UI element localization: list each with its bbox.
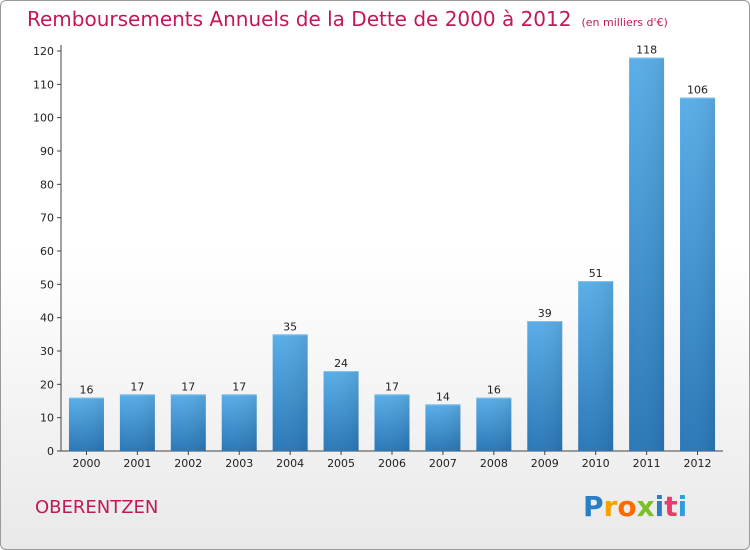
y-tick-label: 90 xyxy=(40,145,54,158)
y-tick-label: 70 xyxy=(40,212,54,225)
x-tick-label: 2003 xyxy=(225,457,253,470)
y-tick-label: 80 xyxy=(40,178,54,191)
x-tick-label: 2002 xyxy=(174,457,202,470)
proxiti-logo: Proxiti xyxy=(583,490,687,523)
y-tick-label: 20 xyxy=(40,378,54,391)
chart-unit: (en milliers d'€) xyxy=(581,16,668,29)
bar-shade xyxy=(221,394,257,451)
data-label: 35 xyxy=(283,320,297,333)
x-tick-label: 2007 xyxy=(429,457,457,470)
bar-shade xyxy=(527,321,563,451)
logo-letter: o xyxy=(617,490,637,523)
y-tick-label: 120 xyxy=(33,45,54,58)
x-tick-label: 2000 xyxy=(72,457,100,470)
y-tick-label: 0 xyxy=(47,445,54,458)
x-tick-label: 2011 xyxy=(633,457,661,470)
data-label: 17 xyxy=(181,380,195,393)
logo-letter: P xyxy=(583,490,604,523)
bar-shade xyxy=(374,394,410,451)
logo-letter: t xyxy=(664,490,678,523)
data-label: 17 xyxy=(385,380,399,393)
x-tick-label: 2001 xyxy=(123,457,151,470)
chart-title: Remboursements Annuels de la Dette de 20… xyxy=(27,7,668,31)
logo-letter: i xyxy=(654,490,665,523)
data-label: 17 xyxy=(130,380,144,393)
x-tick-label: 2004 xyxy=(276,457,304,470)
x-tick-label: 2009 xyxy=(531,457,559,470)
labels: 2000 16 2001 17 2002 17 2003 17 2004 35 2005 24 2006… xyxy=(72,44,711,470)
y-tick-label: 10 xyxy=(40,412,54,425)
bar-shade xyxy=(629,57,665,452)
data-label: 14 xyxy=(436,390,450,403)
data-label: 51 xyxy=(589,267,603,280)
bar-shade xyxy=(68,397,104,451)
data-label: 118 xyxy=(636,44,657,57)
logo-letter: x xyxy=(636,490,655,523)
data-label: 24 xyxy=(334,357,348,370)
y-tick-label: 50 xyxy=(40,278,54,291)
data-label: 16 xyxy=(487,384,501,397)
data-label: 39 xyxy=(538,307,552,320)
bar-shade xyxy=(323,371,359,451)
y-tick-label: 60 xyxy=(40,245,54,258)
logo-letter: r xyxy=(603,490,618,523)
bars xyxy=(68,57,716,452)
x-tick-label: 2012 xyxy=(684,457,712,470)
x-tick-label: 2005 xyxy=(327,457,355,470)
y-tick-label: 40 xyxy=(40,312,54,325)
bar-shade xyxy=(119,394,155,451)
bar-shade xyxy=(425,404,461,451)
data-label: 16 xyxy=(79,384,93,397)
x-tick-label: 2008 xyxy=(480,457,508,470)
chart-title-text: Remboursements Annuels de la Dette de 20… xyxy=(27,7,572,31)
x-tick-label: 2006 xyxy=(378,457,406,470)
bar-shade xyxy=(272,334,308,451)
logo-letter: i xyxy=(677,490,688,523)
data-label: 17 xyxy=(232,380,246,393)
y-tick-label: 110 xyxy=(33,78,54,91)
x-tick-label: 2010 xyxy=(582,457,610,470)
bar-shade xyxy=(578,281,614,451)
data-label: 106 xyxy=(687,84,708,97)
y-tick-label: 30 xyxy=(40,345,54,358)
bar-shade xyxy=(680,97,716,452)
place-name: OBERENTZEN xyxy=(35,497,159,518)
bar-shade xyxy=(170,394,206,451)
bar-shade xyxy=(476,397,512,451)
y-tick-label: 100 xyxy=(33,112,54,125)
